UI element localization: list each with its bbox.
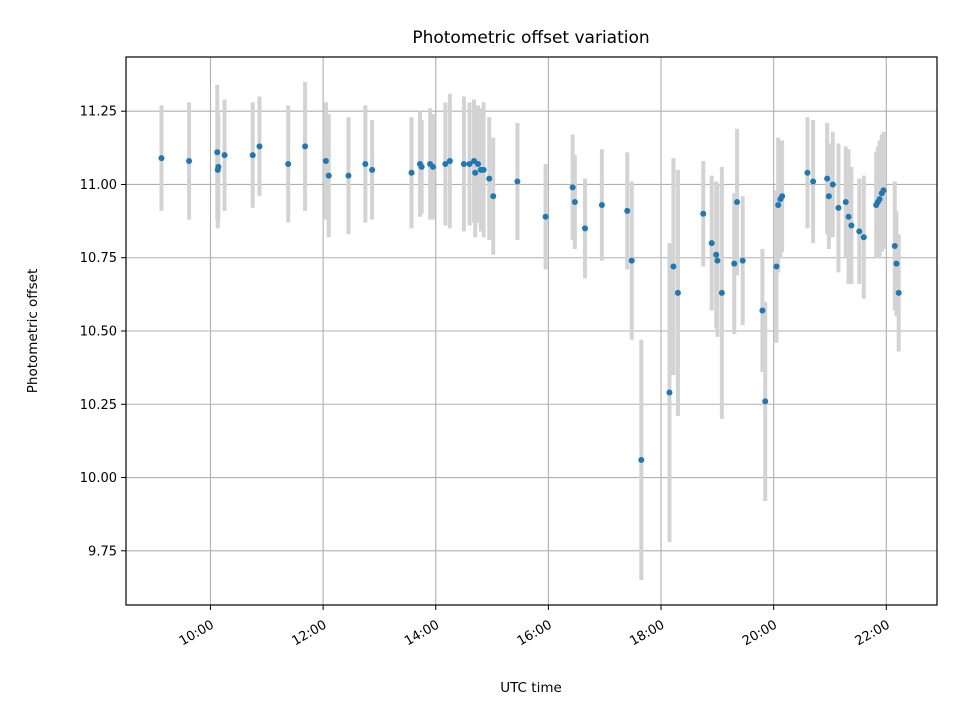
data-point [779,193,786,200]
data-point [804,169,811,176]
data-point [369,166,376,173]
data-point [302,143,309,150]
data-point [895,289,902,296]
data-point [486,175,493,182]
y-tick-label: 11.25 [80,105,117,120]
data-point [158,155,165,162]
data-point [731,260,738,267]
chart-title: Photometric offset variation [412,28,649,48]
data-point [474,160,481,167]
data-point [345,172,352,179]
data-point [569,184,576,191]
data-point [876,196,883,203]
data-point [628,257,635,264]
data-point [670,263,677,270]
data-point [824,175,831,182]
data-point [848,222,855,229]
data-point [624,207,631,214]
grid [126,57,937,605]
data-point [666,389,673,396]
data-point [480,166,487,173]
data-point [408,169,415,176]
data-point [856,228,863,235]
data-point [466,160,473,167]
data-point [713,251,720,258]
data-point [775,201,782,208]
data-point [442,160,449,167]
data-point [472,169,479,176]
data-point [842,199,849,206]
data-point [835,204,842,211]
data-point [598,201,605,208]
data-point [221,152,228,159]
data-point [514,178,521,185]
markers [158,143,902,463]
data-point [759,307,766,314]
x-axis-label: UTC time [500,680,562,696]
data-point [810,178,817,185]
data-point [325,172,332,179]
data-point [734,199,741,206]
data-point [880,187,887,194]
data-point [542,213,549,220]
data-point [249,152,256,159]
data-point [418,163,425,170]
data-point [860,234,867,241]
y-axis: 9.75 10.00 10.25 10.50 10.75 11.00 11.25 [80,105,126,559]
data-point [674,289,681,296]
data-point [891,243,898,250]
data-point [186,158,193,165]
data-point [490,193,497,200]
data-point [773,263,780,270]
data-point [700,210,707,217]
data-point [362,160,369,167]
data-point [893,260,900,267]
data-point [446,158,453,165]
y-tick-label: 9.75 [88,544,117,559]
y-tick-label: 10.25 [80,398,117,413]
data-point [845,213,852,220]
y-tick-label: 10.50 [80,325,117,340]
data-point [714,257,721,264]
data-point [322,158,329,165]
data-point [708,240,715,247]
data-point [285,160,292,167]
data-point [762,398,769,405]
data-point [718,289,725,296]
data-point [829,181,836,188]
data-point [460,160,467,167]
y-tick-label: 10.75 [80,251,117,266]
y-tick-label: 11.00 [80,178,117,193]
data-point [214,166,221,173]
y-tick-label: 10.00 [80,471,117,486]
data-point [256,143,263,150]
data-point [739,257,746,264]
data-point [571,199,578,206]
data-point [582,225,589,232]
data-point [214,149,221,156]
y-axis-label: Photometric offset [25,269,41,393]
data-point [638,456,645,463]
data-point [429,163,436,170]
data-point [825,193,832,200]
